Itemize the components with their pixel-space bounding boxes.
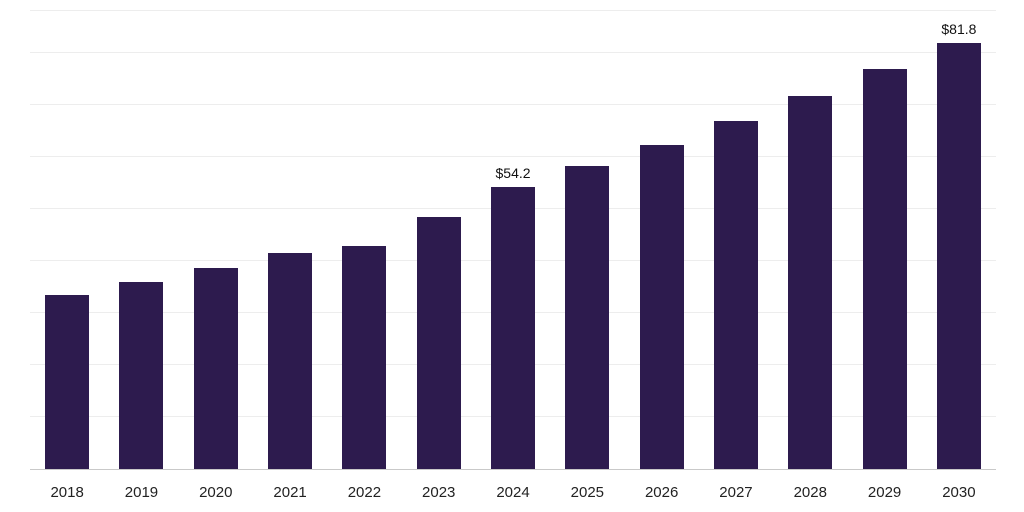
x-tick-label: 2028: [793, 483, 827, 501]
bar-2029: [862, 69, 907, 469]
bar-value-label: $81.8: [941, 21, 977, 38]
bar-column: $81.8: [922, 11, 996, 469]
bar-2019: [119, 282, 164, 469]
bar-2020: [193, 267, 238, 469]
x-tick-label: 2022: [347, 483, 382, 501]
x-tick-label: 2025: [570, 483, 605, 501]
bar-column: [847, 11, 921, 469]
x-tick-label: 2018: [50, 483, 84, 501]
bar-column: [625, 11, 699, 469]
bar-2028: [788, 95, 833, 469]
bar-2024: [491, 186, 536, 469]
bar-2027: [713, 120, 758, 469]
bar-2030: [936, 43, 981, 469]
bar-column: [104, 11, 178, 469]
x-tick-label: 2027: [719, 483, 753, 501]
bar-column: [550, 11, 624, 469]
x-tick-label: 2019: [124, 483, 159, 501]
bar-2026: [639, 144, 684, 469]
bar-column: [402, 11, 476, 469]
x-axis: 2018 2019 2020 2021 2022 2023 2024 2025 2026 2027…: [30, 472, 996, 512]
bar-2022: [342, 245, 387, 469]
gridline: [30, 103, 996, 105]
bar-column: [773, 11, 847, 469]
bar-value-label: $54.2: [495, 164, 531, 181]
x-tick-label: 2026: [644, 483, 679, 501]
x-tick-label: 2021: [273, 483, 307, 501]
bar-2023: [416, 217, 461, 469]
x-tick-label: 2024: [496, 483, 530, 501]
plot-area: $54.2 $81.8: [30, 10, 996, 470]
x-tick-label: 2023: [422, 483, 456, 501]
bar-column: [30, 11, 104, 469]
bar-column: [699, 11, 773, 469]
x-tick-label: 2020: [199, 483, 233, 501]
x-tick-label: 2030: [942, 483, 976, 501]
gridline: [30, 51, 996, 53]
bar-column: $54.2: [476, 11, 550, 469]
bar-column: [253, 11, 327, 469]
bar-column: [327, 11, 401, 469]
bar-column: [179, 11, 253, 469]
bar-2018: [45, 295, 90, 469]
x-tick-label: 2029: [867, 483, 902, 501]
bar-2025: [565, 165, 610, 469]
gridline: [30, 155, 996, 157]
bar-2021: [268, 252, 313, 469]
bars-container: $54.2 $81.8: [30, 11, 996, 469]
